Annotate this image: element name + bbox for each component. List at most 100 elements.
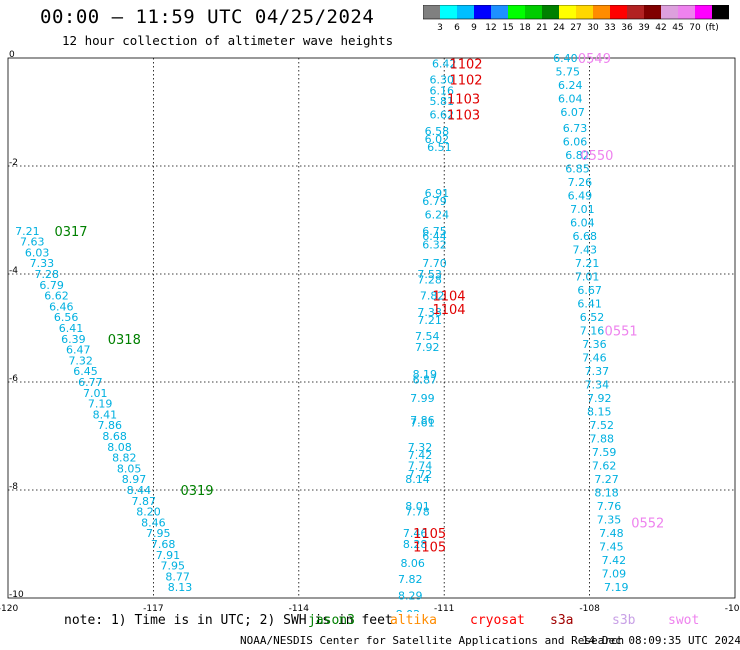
- wave-height-value: 7.99: [410, 392, 435, 405]
- wave-height-value: 8.46: [141, 516, 166, 529]
- wave-height-value: 7.92: [587, 392, 612, 405]
- wave-height-value: 7.27: [594, 473, 619, 486]
- wave-height-value: 7.35: [597, 514, 622, 527]
- pass-label: 1102: [449, 57, 482, 72]
- wave-height-value: 6.39: [61, 333, 86, 346]
- x-tick-label: -108: [579, 604, 600, 612]
- wave-height-value: 8.05: [117, 462, 142, 475]
- y-tick-label: -4: [9, 266, 18, 276]
- colorbar-swatch: [491, 5, 508, 19]
- colorbar-label: 70: [689, 23, 701, 33]
- colorbar-legend: 3 6 9 12 15 18 21 24 27 30 33 36 39 42 45 70 (ft): [423, 5, 729, 33]
- colorbar-swatch: [457, 5, 474, 19]
- wave-height-value: 7.32: [408, 441, 433, 454]
- colorbar-label: 12: [485, 23, 496, 33]
- x-tick-label: -114: [289, 604, 310, 612]
- wave-height-value: 6.30: [430, 74, 455, 87]
- wave-height-value: 8.18: [594, 487, 619, 500]
- wave-height-value: 7.95: [161, 560, 186, 573]
- colorbar-swatch: [627, 5, 644, 19]
- wave-height-value: 6.58: [425, 125, 450, 138]
- wave-height-value: 8.15: [587, 406, 612, 419]
- wave-height-value: 7.53: [417, 268, 442, 281]
- colorbar-label: 42: [655, 23, 666, 33]
- wave-height-value: 6.41: [577, 298, 602, 311]
- footer-timestamp: 14 Dec 08:09:35 UTC 2024: [582, 634, 740, 647]
- wave-height-value: 7.68: [151, 538, 176, 551]
- wave-height-value: 6.45: [73, 365, 98, 378]
- wave-height-value: 7.42: [602, 554, 627, 567]
- wave-height-value: 6.40: [553, 52, 578, 65]
- wave-height-value: 7.92: [415, 341, 440, 354]
- wave-height-value: 7.43: [573, 244, 598, 257]
- wave-height-value: 6.75: [422, 225, 447, 238]
- wave-height-value: 7.88: [589, 433, 614, 446]
- wave-height-value: 6.56: [54, 311, 79, 324]
- colorbar-label: 24: [553, 23, 565, 33]
- wave-height-value: 7.52: [589, 419, 614, 432]
- wave-height-value: 7.38: [417, 306, 442, 319]
- wave-height-value: 8.14: [405, 473, 430, 486]
- y-tick-label: -6: [9, 374, 18, 384]
- wave-height-value: 7.36: [582, 338, 607, 351]
- wave-height-value: 7.54: [415, 330, 440, 343]
- footer-credit: NOAA/NESDIS Center for Satellite Applica…: [240, 634, 625, 647]
- colorbar-swatch: [593, 5, 610, 19]
- wave-height-value: 8.41: [93, 408, 118, 421]
- wave-height-value: 6.62: [44, 290, 69, 303]
- wave-height-value: 8.68: [102, 430, 127, 443]
- chart-subtitle: 12 hour collection of altimeter wave hei…: [62, 33, 394, 48]
- wave-height-value: 7.19: [604, 581, 629, 594]
- legend-item-altika: altika: [390, 613, 437, 628]
- wave-height-value: 6.77: [78, 376, 103, 389]
- wave-height-value: 6.24: [558, 79, 583, 92]
- pass-label: 0317: [54, 225, 87, 240]
- wave-height-value: 8.97: [122, 473, 147, 486]
- pass-label: 0552: [631, 516, 664, 531]
- colorbar-label: 30: [587, 23, 599, 33]
- x-tick-label: -111: [434, 604, 454, 612]
- pass-label: 1103: [447, 109, 480, 124]
- legend-item-cryosat: cryosat: [470, 613, 525, 628]
- wave-height-value: 7.86: [410, 414, 435, 427]
- wave-height-value: 8.29: [398, 589, 423, 602]
- wave-height-value: 6.82: [565, 149, 590, 162]
- colorbar-swatch: [474, 5, 491, 19]
- wave-height-value: 7.87: [131, 495, 156, 508]
- pass-label: 0318: [108, 333, 141, 348]
- wave-height-value: 6.04: [558, 93, 583, 106]
- wave-height-value: 7.33: [30, 257, 55, 270]
- colorbar-label: 18: [519, 23, 531, 33]
- wave-height-value: 6.44: [422, 230, 447, 243]
- y-tick-label: -2: [9, 158, 18, 168]
- pass-label: 0319: [180, 484, 213, 499]
- legend-item-jason3: jason3: [308, 613, 355, 628]
- wave-height-value: 7.82: [398, 573, 423, 586]
- pass-label: 1104: [432, 290, 465, 305]
- wave-height-value: 7.63: [20, 236, 45, 249]
- wave-height-value: 7.42: [408, 449, 433, 462]
- wave-height-value: 7.01: [83, 387, 108, 400]
- colorbar-label: 39: [638, 23, 650, 33]
- wave-height-value: 8.44: [127, 484, 152, 497]
- x-tick-label: -105: [725, 604, 740, 612]
- wave-height-value: 6.47: [66, 344, 91, 357]
- colorbar-swatch: [542, 5, 559, 19]
- wave-height-value: 6.79: [422, 195, 447, 208]
- wave-height-value: 6.46: [49, 300, 74, 313]
- wave-height-value: 8.13: [168, 581, 193, 594]
- wave-height-value: 7.01: [570, 203, 595, 216]
- wave-height-value: 7.62: [592, 460, 617, 473]
- wave-height-value: 7.21: [575, 257, 600, 270]
- pass-label: 0550: [580, 149, 613, 164]
- colorbar-label: 27: [570, 23, 581, 33]
- wave-height-value: 7.19: [88, 398, 113, 411]
- colorbar-label: 3: [437, 23, 443, 33]
- wave-height-value: 7.32: [68, 354, 93, 367]
- wave-height-value: 7.34: [585, 379, 610, 392]
- wave-height-value: 6.85: [565, 163, 590, 176]
- wave-height-value: 8.82: [112, 452, 137, 465]
- wave-height-value: 8.02: [396, 608, 421, 612]
- wave-height-value: 7.21: [417, 314, 442, 327]
- wave-height-value: 8.08: [107, 441, 132, 454]
